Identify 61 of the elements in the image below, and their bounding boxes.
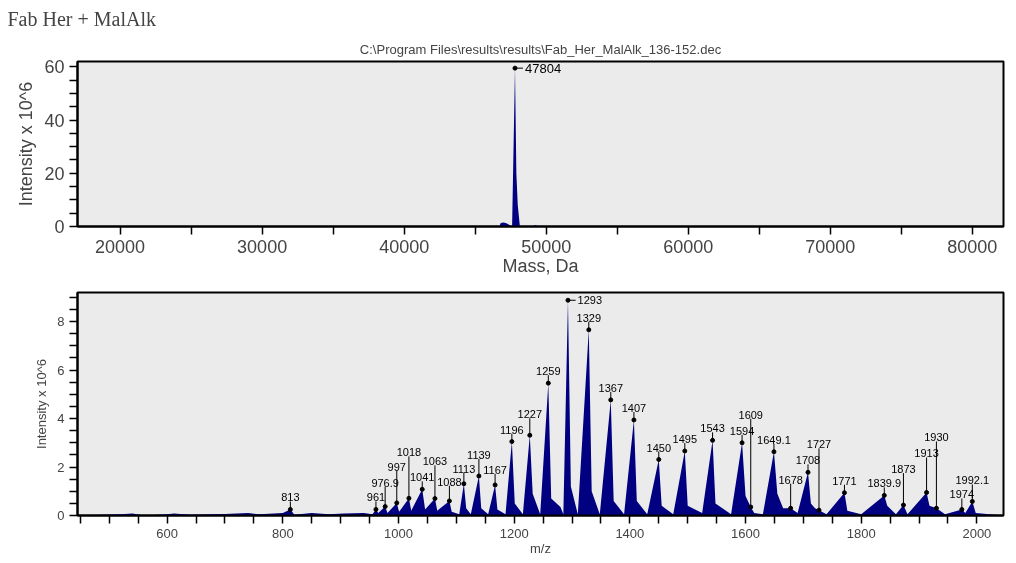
annotation: 1930 (924, 431, 949, 444)
annotation: 1227 (517, 408, 543, 421)
y-tick-label: 4 (57, 411, 65, 427)
annotation: 1196 (500, 423, 524, 436)
annotation: 813 (281, 491, 300, 504)
x-tick-label: 1600 (731, 525, 760, 541)
x-tick-label: 1400 (615, 525, 645, 541)
annotation: 1771 (832, 474, 857, 487)
annotation: 1139 (467, 448, 491, 461)
annotation: 1167 (483, 463, 507, 476)
annotation: 1063 (422, 455, 448, 468)
y-axis-title: Intensity x 10^6 (16, 81, 37, 207)
annotation: 1873 (891, 463, 916, 476)
x-tick-label: 80000 (947, 236, 998, 257)
annotation: 1609 (738, 408, 763, 421)
annotation: 1727 (806, 438, 832, 451)
x-tick-label: 70000 (805, 236, 856, 257)
annotation: 1708 (795, 454, 821, 467)
y-tick-label: 60 (44, 57, 65, 78)
annotation: 1041 (409, 471, 435, 484)
x-axis-title: m/z (530, 540, 551, 556)
x-tick-label: 1200 (499, 525, 529, 541)
annotation: 1450 (646, 441, 672, 454)
x-tick-label: 30000 (237, 236, 288, 257)
x-axis-title: Mass, Da (502, 255, 580, 276)
x-tick-label: 50000 (521, 236, 572, 257)
annotation: 1992.1 (955, 474, 990, 487)
chart-title: Fab Her + MalAlk (7, 7, 156, 30)
annotation: 1495 (672, 433, 698, 446)
y-tick-label: 0 (57, 508, 65, 523)
y-tick-label: 6 (57, 362, 65, 378)
x-tick-label: 2000 (962, 525, 992, 541)
annotation: 1259 (536, 365, 561, 378)
x-tick-label: 800 (271, 525, 294, 541)
chart-subtitle: C:\Program Files\results\results\Fab_Her_MalAlk_136-152.dec (359, 41, 722, 57)
annotation: 1113 (452, 462, 476, 475)
y-tick-label: 20 (44, 163, 65, 184)
x-tick-label: 600 (156, 525, 179, 541)
y-axis-title: Intensity x 10^6 (34, 359, 50, 449)
annotation: 1367 (598, 381, 624, 394)
x-tick-label: 40000 (379, 236, 430, 257)
y-tick-label: 8 (57, 314, 65, 330)
annotation: 961 (366, 491, 386, 504)
y-tick-label: 0 (54, 217, 65, 237)
annotation: 1543 (700, 422, 725, 435)
y-tick-label: 2 (57, 459, 65, 475)
annotation: 1088 (437, 475, 462, 488)
annotation: 47804 (524, 60, 562, 76)
annotation: 1678 (778, 473, 803, 486)
annotation: 1293 (577, 294, 603, 307)
x-tick-label: 60000 (663, 236, 714, 257)
annotation: 1018 (396, 446, 422, 459)
x-tick-label: 1000 (384, 525, 413, 541)
annotation: 1329 (576, 311, 602, 324)
x-tick-label: 20000 (95, 236, 146, 257)
annotation: 1839.9 (867, 477, 902, 490)
annotation: 997 (387, 460, 406, 473)
annotation: 1649.1 (757, 433, 791, 446)
y-tick-label: 40 (44, 110, 65, 131)
x-tick-label: 1800 (846, 525, 876, 541)
annotation: 1407 (621, 402, 647, 414)
